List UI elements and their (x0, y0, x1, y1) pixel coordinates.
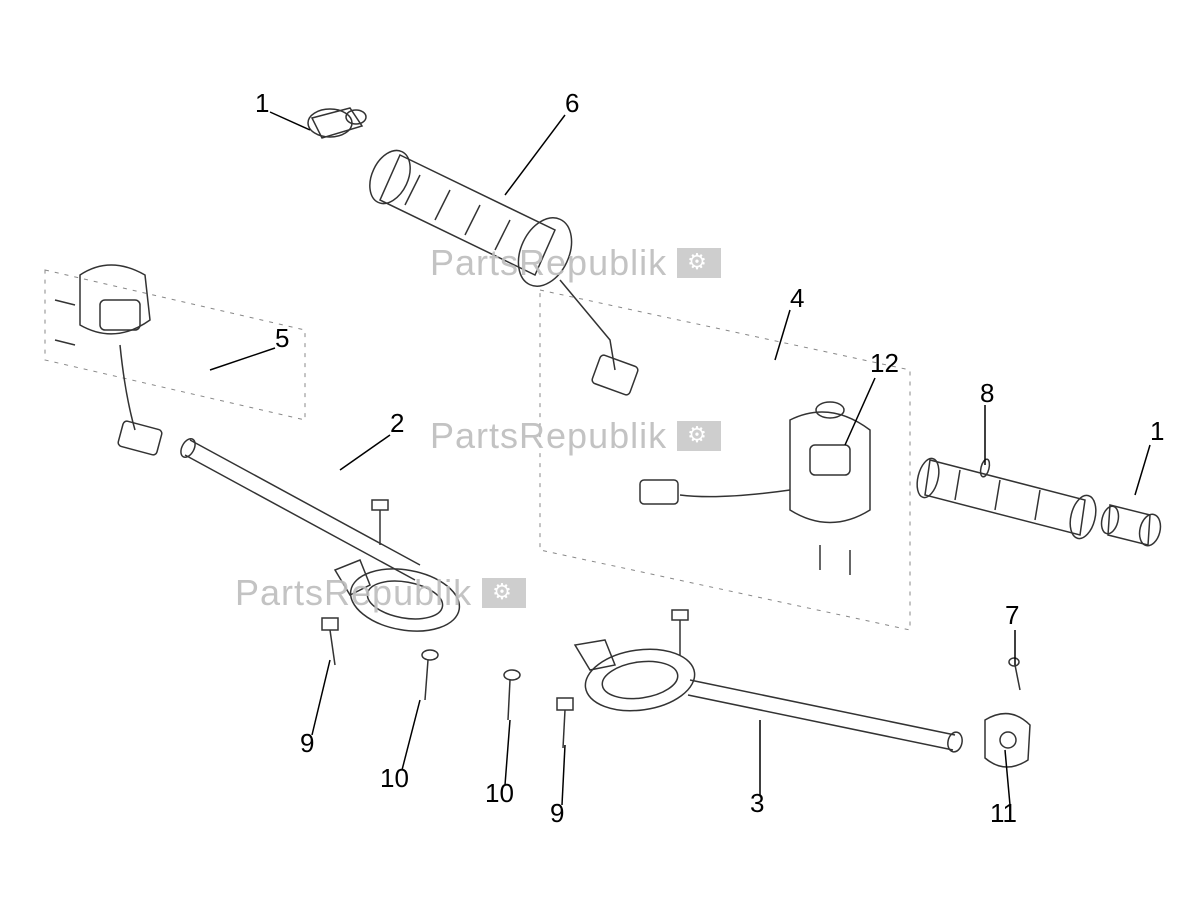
callout-10-left: 10 (380, 763, 409, 794)
diagram-svg (0, 0, 1204, 903)
callout-12: 12 (870, 348, 899, 379)
callout-8: 8 (980, 378, 994, 409)
callout-3: 3 (750, 788, 764, 819)
part-right-switch (640, 402, 870, 575)
callout-7: 7 (1005, 600, 1019, 631)
callout-5: 5 (275, 323, 289, 354)
part-bar-end-weight-right (1099, 504, 1164, 547)
part-bar-end-bracket (985, 714, 1030, 767)
part-left-clamp-bolt-top (372, 500, 388, 545)
diagram-canvas: 1 6 5 2 4 12 8 1 9 10 10 9 3 7 11 PartsR… (0, 0, 1204, 903)
part-left-handlebar (178, 436, 464, 639)
callout-9-left: 9 (300, 728, 314, 759)
part-left-switch (55, 265, 163, 456)
part-screw-10-right (504, 670, 520, 720)
callout-1-top: 1 (255, 88, 269, 119)
leader-lines (210, 112, 1150, 805)
part-screw-10-left (422, 650, 438, 700)
callout-9-right: 9 (550, 798, 564, 829)
callout-4: 4 (790, 283, 804, 314)
part-throttle-grip (362, 144, 639, 396)
assembly-group-right (540, 290, 910, 630)
callout-6: 6 (565, 88, 579, 119)
callout-10-right: 10 (485, 778, 514, 809)
part-right-handlebar (575, 610, 964, 753)
part-right-grip (913, 456, 1100, 541)
part-bar-end-weight-top (308, 108, 366, 138)
callout-2: 2 (390, 408, 404, 439)
part-bolt-9-left (322, 618, 338, 665)
callout-1-right: 1 (1150, 416, 1164, 447)
assembly-group-left (45, 270, 305, 420)
callout-11: 11 (990, 798, 1017, 829)
part-bolt-9-right (557, 698, 573, 748)
